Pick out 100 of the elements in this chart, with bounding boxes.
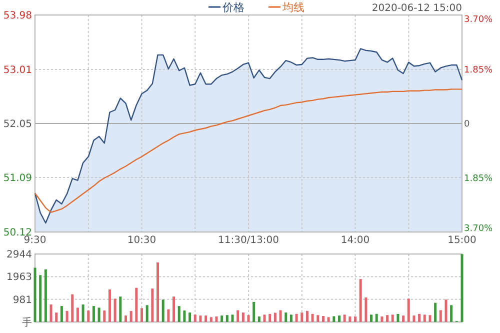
bar bbox=[306, 310, 308, 322]
y-tick-label: 981 bbox=[12, 294, 32, 306]
bar bbox=[444, 300, 448, 322]
bar bbox=[231, 314, 234, 322]
bar bbox=[66, 310, 68, 322]
bar bbox=[44, 269, 47, 322]
bar bbox=[167, 309, 170, 322]
bar bbox=[92, 306, 95, 322]
bar bbox=[252, 302, 256, 322]
bar bbox=[370, 314, 373, 322]
bar bbox=[274, 312, 276, 322]
bar bbox=[50, 304, 52, 322]
bar bbox=[300, 312, 304, 322]
bar bbox=[258, 316, 260, 322]
bar bbox=[204, 316, 208, 322]
y-tick-label: 53.01 bbox=[3, 65, 32, 76]
bar bbox=[119, 296, 122, 322]
bar bbox=[215, 316, 218, 322]
bar bbox=[343, 314, 346, 322]
bar bbox=[268, 314, 272, 322]
bar bbox=[375, 314, 378, 322]
bar bbox=[183, 310, 186, 322]
y2-tick-label: 3.70% bbox=[464, 15, 494, 26]
bar bbox=[332, 316, 336, 322]
bar bbox=[316, 315, 320, 322]
bar bbox=[354, 316, 356, 322]
bar bbox=[242, 312, 244, 322]
y-tick-label: 1963 bbox=[6, 272, 32, 284]
bar bbox=[236, 310, 240, 322]
bar bbox=[156, 262, 160, 322]
bar bbox=[114, 298, 116, 322]
y2-tick-label: 3.70% bbox=[464, 224, 494, 234]
bar bbox=[108, 289, 111, 322]
bar bbox=[295, 314, 298, 322]
bar bbox=[439, 310, 442, 322]
bar bbox=[135, 288, 138, 322]
bar bbox=[423, 314, 426, 322]
bar bbox=[188, 312, 192, 322]
bar bbox=[146, 305, 148, 322]
legend-label: 均线 bbox=[282, 1, 304, 14]
y2-tick-label: 1.85% bbox=[464, 174, 494, 184]
x-tick-label: 15:00 bbox=[448, 235, 476, 246]
line-series bbox=[34, 88, 463, 213]
bar bbox=[348, 316, 352, 322]
bar bbox=[386, 315, 389, 322]
y2-tick-label: 0 bbox=[464, 120, 470, 130]
bar bbox=[151, 288, 154, 322]
legend-label: 价格 bbox=[222, 1, 244, 14]
bar bbox=[247, 315, 250, 322]
chart-subtitle: 2020-06-12 15:00 bbox=[372, 3, 462, 14]
bar bbox=[391, 314, 394, 322]
bar bbox=[124, 316, 127, 322]
x-tick-label: 9:30 bbox=[24, 235, 46, 246]
bar bbox=[380, 316, 384, 322]
bar bbox=[82, 304, 84, 322]
x-tick-label: 10:30 bbox=[127, 235, 156, 246]
bar bbox=[322, 316, 324, 322]
y-tick-label: 52.05 bbox=[3, 119, 32, 130]
bar bbox=[220, 316, 224, 322]
bar bbox=[284, 312, 288, 322]
bar bbox=[71, 294, 74, 322]
bar bbox=[130, 310, 132, 322]
bar bbox=[402, 316, 405, 322]
bar bbox=[162, 300, 164, 322]
bar bbox=[210, 317, 212, 322]
y-tick-label: 53.98 bbox=[3, 10, 32, 22]
bar bbox=[434, 302, 437, 322]
y-tick-label: 手 bbox=[22, 316, 32, 328]
bar bbox=[226, 315, 228, 322]
bar bbox=[311, 314, 314, 322]
bar bbox=[407, 298, 410, 322]
bar bbox=[290, 314, 292, 322]
x-tick-label: 14:00 bbox=[340, 235, 370, 246]
x-tick-label: 11:30/13:00 bbox=[218, 235, 280, 246]
bar bbox=[87, 310, 90, 322]
bar bbox=[412, 316, 416, 322]
bar bbox=[450, 305, 453, 322]
bar bbox=[103, 310, 106, 322]
y-tick-label: 2944 bbox=[6, 250, 32, 260]
bar bbox=[396, 314, 400, 322]
bar bbox=[428, 315, 432, 322]
bar bbox=[98, 308, 100, 322]
bar bbox=[178, 306, 180, 322]
bar bbox=[199, 316, 202, 322]
bar bbox=[418, 314, 421, 322]
bar bbox=[327, 317, 330, 322]
bar bbox=[279, 310, 282, 322]
bar bbox=[60, 306, 63, 322]
bar bbox=[359, 279, 362, 322]
bar bbox=[55, 312, 58, 322]
bar bbox=[34, 268, 36, 322]
y2-tick-label: 1.85% bbox=[464, 65, 494, 76]
bar bbox=[172, 296, 176, 322]
bar bbox=[140, 308, 143, 322]
y-tick-label: 51.09 bbox=[3, 172, 32, 184]
bar bbox=[39, 275, 42, 322]
bar bbox=[338, 316, 340, 322]
bar bbox=[194, 314, 196, 322]
bar bbox=[364, 298, 368, 322]
bar bbox=[76, 308, 79, 322]
